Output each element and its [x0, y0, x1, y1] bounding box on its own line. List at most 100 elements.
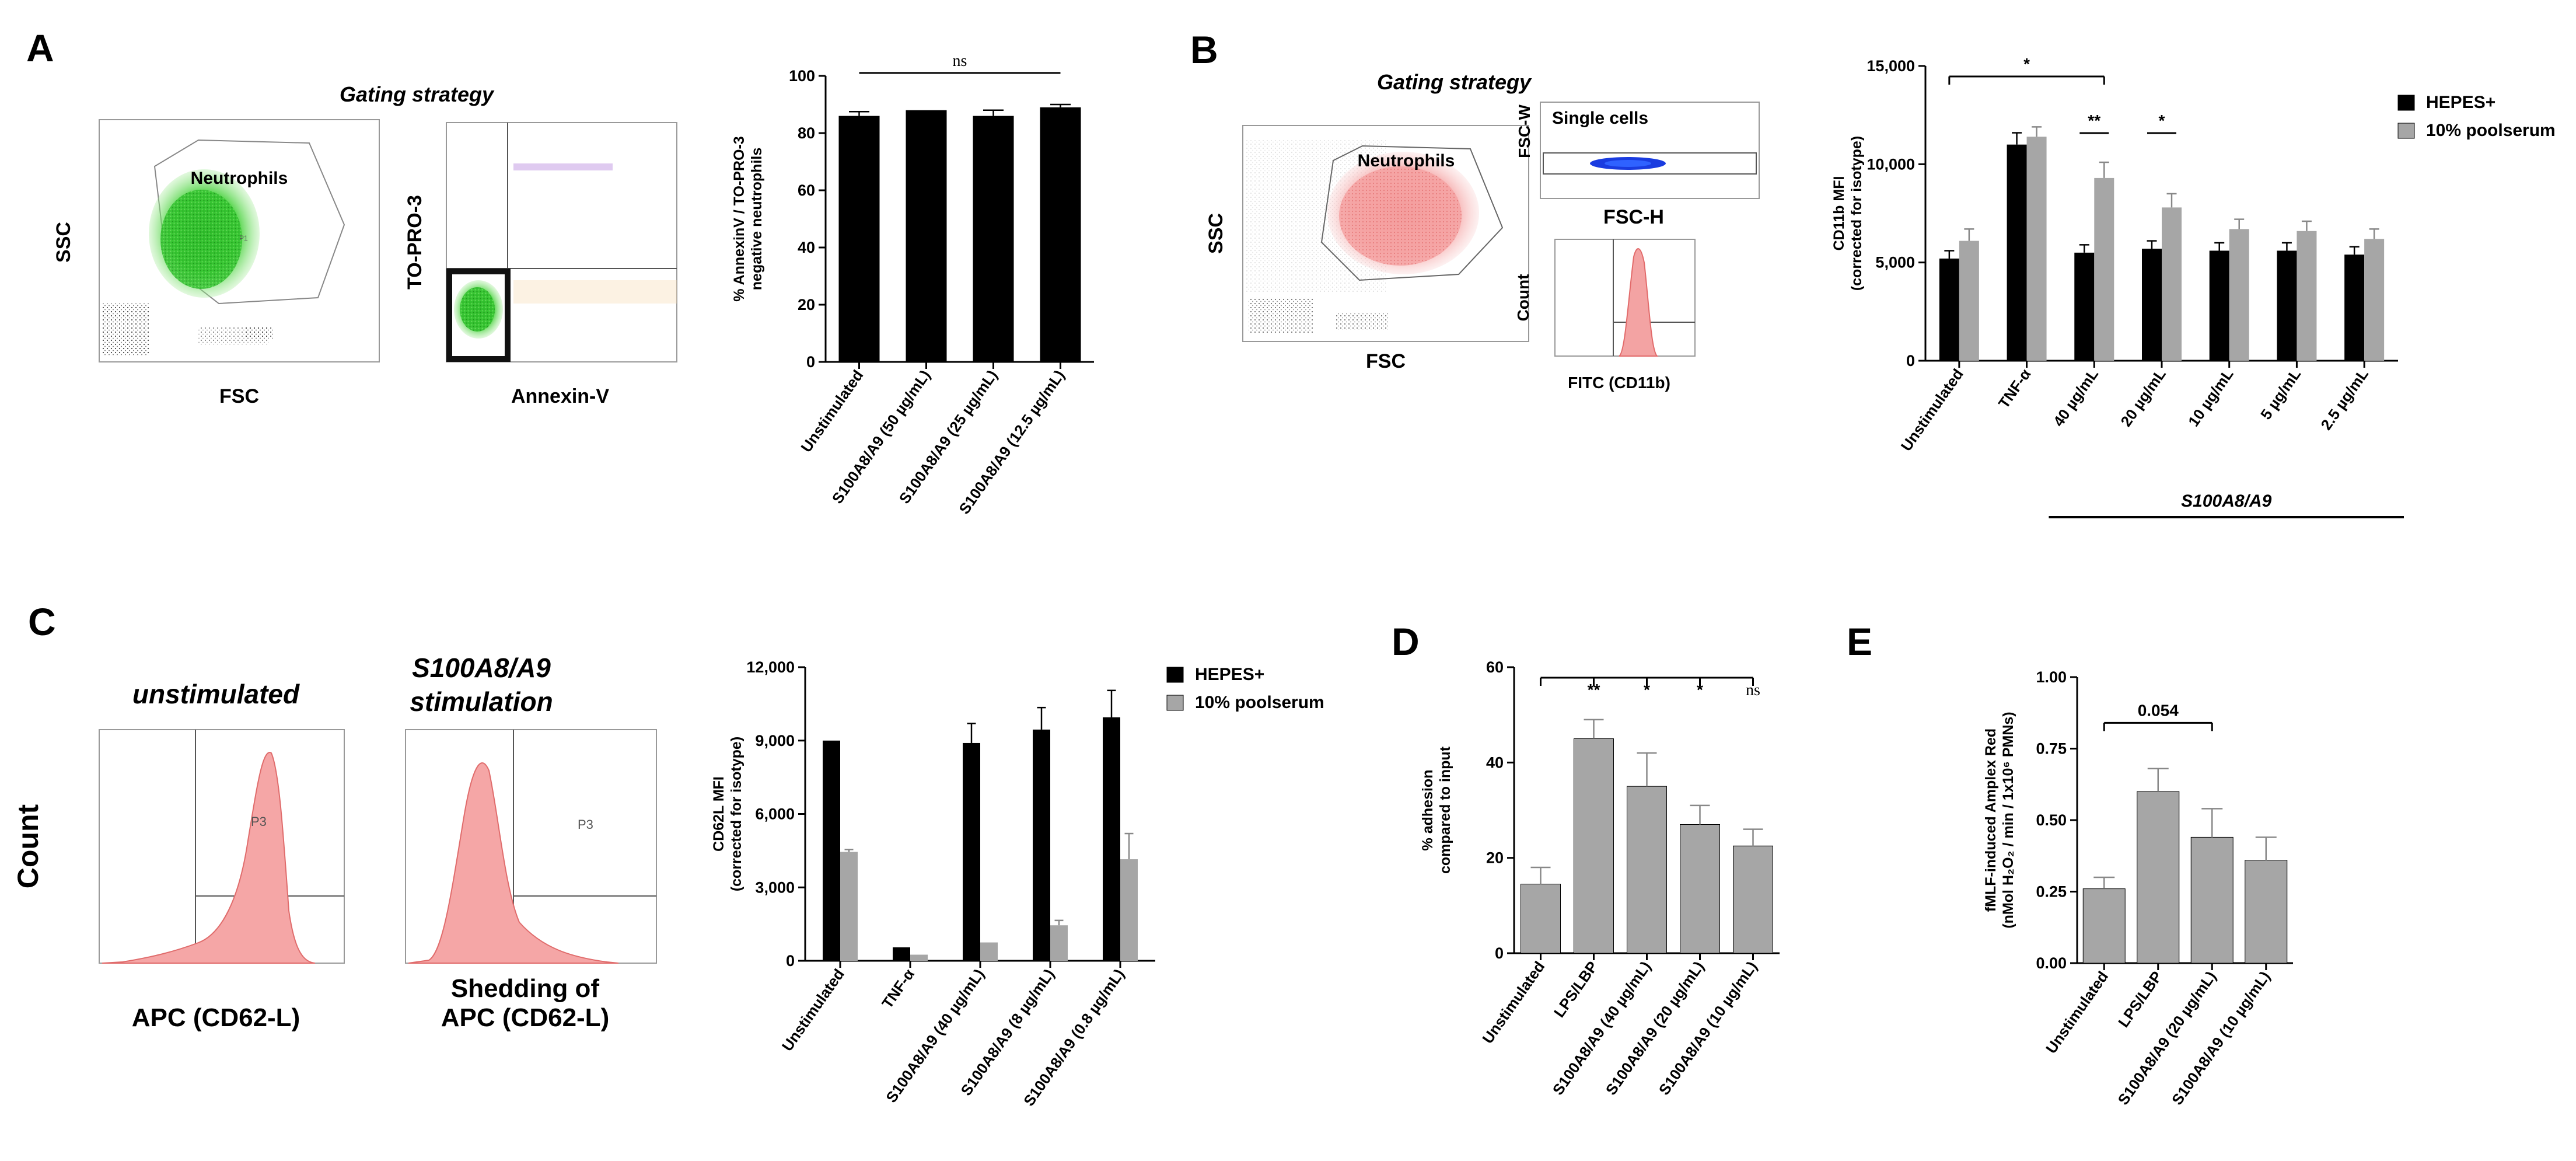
bar-C-1-3	[1050, 925, 1068, 961]
bar-A-0-2	[973, 116, 1014, 362]
bar-C-0-4	[1103, 717, 1120, 961]
legend-label: HEPES+	[2426, 93, 2495, 112]
y-tick-label: 15,000	[1867, 57, 1915, 75]
a-annexin-label: Annexin-V	[511, 385, 609, 407]
y-tick-label: 0.50	[2036, 811, 2067, 829]
bar-C-1-1	[910, 954, 928, 961]
category-label: S100A8/A9 (10 µg/mL)	[1655, 958, 1761, 1098]
bar-E-0-3	[2245, 860, 2288, 964]
b-count-label: Count	[1514, 274, 1532, 322]
bar-B-1-3	[2162, 207, 2182, 361]
category-label: S100A8/A9 (10 µg/mL)	[2168, 968, 2274, 1108]
bar-A-0-3	[1040, 107, 1081, 362]
bar-B-0-1	[2007, 144, 2027, 361]
sig-label: *	[2023, 55, 2030, 73]
sig-label: *	[2159, 111, 2165, 130]
chart-c: 0 3,000 6,000 9,000 12,000 CD62L MFI(correcte…	[711, 658, 1324, 1109]
bar-B-0-3	[2142, 249, 2162, 361]
category-label: Unstimulated	[778, 965, 848, 1054]
y-axis-label: % AnnexinV / TO-PRO-3negative neutrophil…	[731, 136, 765, 301]
a-gating-title: Gating strategy	[340, 82, 495, 106]
y-axis-label: CD11b MFI(corrected for isotype)	[1831, 136, 1865, 291]
c-shedding-label-1: Shedding of	[451, 974, 600, 1003]
y-tick-label: 9,000	[755, 732, 795, 749]
category-label: TNF-α	[1995, 365, 2035, 412]
y-tick-label: 3,000	[755, 878, 795, 896]
c-apc-label: APC (CD62-L)	[132, 1003, 300, 1032]
category-label: Unstimulated	[1479, 958, 1548, 1047]
bar-C-0-0	[823, 740, 840, 961]
bar-B-1-1	[2026, 137, 2047, 361]
b-fsch-label: FSC-H	[1603, 206, 1664, 228]
y-tick-label: 6,000	[755, 806, 795, 823]
b-scatter-fsc-ssc: Neutrophils FSC SSC	[1205, 125, 1529, 372]
y-tick-label: 5,000	[1875, 254, 1915, 271]
bar-C-0-1	[893, 947, 910, 961]
bar-B-0-2	[2074, 252, 2095, 361]
y-tick-label: 10,000	[1867, 155, 1915, 173]
bar-D-0-4	[1733, 845, 1773, 954]
a-ssc-label: SSC	[53, 222, 75, 263]
bar-B-1-0	[1959, 240, 1979, 361]
y-axis-label: % adhesioncompared to input	[1420, 746, 1453, 874]
bar-C-1-4	[1120, 859, 1138, 961]
category-label: 2.5 µg/mL	[2317, 365, 2372, 433]
b-histogram: FITC (CD11b) Count	[1514, 239, 1696, 392]
category-label: 40 µg/mL	[2050, 365, 2102, 430]
legend-label: 10% poolserum	[1195, 693, 1324, 712]
bar-B-1-4	[2229, 229, 2249, 361]
panel-letter-e: E	[1847, 620, 1872, 663]
y-tick-label: 40	[1486, 754, 1504, 771]
panel-letter-b: B	[1190, 28, 1218, 71]
y-tick-label: 0.00	[2036, 954, 2067, 972]
y-tick-label: 0	[1906, 352, 1915, 369]
y-tick-label: 0.25	[2036, 883, 2067, 901]
a-scatter-annexin: Annexin-V TO-PRO-3	[404, 122, 677, 407]
panel-letter-d: D	[1392, 620, 1420, 663]
y-tick-label: 40	[798, 239, 815, 256]
y-tick-label: 12,000	[746, 658, 795, 676]
bar-B-0-6	[2344, 254, 2365, 361]
category-label: 10 µg/mL	[2184, 365, 2237, 430]
category-label: S100A8/A9 (20 µg/mL)	[1602, 958, 1708, 1098]
y-tick-label: 60	[1486, 658, 1504, 676]
bar-E-0-1	[2137, 791, 2180, 964]
bar-D-0-0	[1521, 884, 1561, 954]
bar-C-1-0	[840, 852, 858, 961]
legend-swatch	[1166, 695, 1184, 711]
category-label: S100A8/A9 (40 µg/mL)	[1549, 958, 1655, 1098]
b-single-cells: Single cells FSC-H FSC-W	[1515, 102, 1760, 228]
bar-E-0-2	[2190, 836, 2234, 964]
b-fitc-label: FITC (CD11b)	[1568, 374, 1670, 392]
y-tick-label: 0.75	[2036, 740, 2067, 758]
bar-B-0-5	[2277, 250, 2297, 361]
bar-B-0-4	[2209, 250, 2229, 361]
bar-B-1-6	[2364, 239, 2385, 361]
bar-E-0-0	[2082, 888, 2126, 964]
c-p3-1: P3	[251, 814, 267, 829]
panel-letter-c: C	[28, 600, 56, 643]
panel-letter-a: A	[26, 26, 54, 69]
category-label: S100A8/A9 (20 µg/mL)	[2114, 968, 2220, 1108]
sig-label: ns	[953, 52, 967, 70]
category-label: 5 µg/mL	[2257, 365, 2304, 423]
category-label: Unstimulated	[1897, 365, 1967, 454]
sig-label: *	[1644, 681, 1650, 699]
y-tick-label: 0	[786, 952, 795, 970]
y-axis-label: fMLF-induced Amplex Red(nMol H₂O₂ / min …	[1983, 712, 2016, 928]
bar-C-1-2	[980, 942, 998, 961]
c-p3-2: P3	[578, 817, 593, 832]
bar-B-1-5	[2297, 231, 2317, 361]
bar-A-0-0	[838, 116, 880, 362]
legend-swatch	[1166, 667, 1184, 683]
bar-A-0-1	[906, 110, 947, 362]
y-tick-label: 0	[806, 353, 815, 371]
y-axis-label: CD62L MFI(corrected for isotype)	[711, 737, 745, 891]
chart-d: 0 20 40 60 % adhesioncompared to input Unstim…	[1420, 658, 1780, 1098]
b-ssc-label: SSC	[1205, 213, 1227, 254]
a-topro-label: TO-PRO-3	[404, 195, 426, 290]
sig-label: 0.054	[2138, 701, 2179, 719]
c-stim-title-1: S100A8/A9	[412, 653, 551, 683]
b-single-title: Single cells	[1552, 109, 1648, 128]
